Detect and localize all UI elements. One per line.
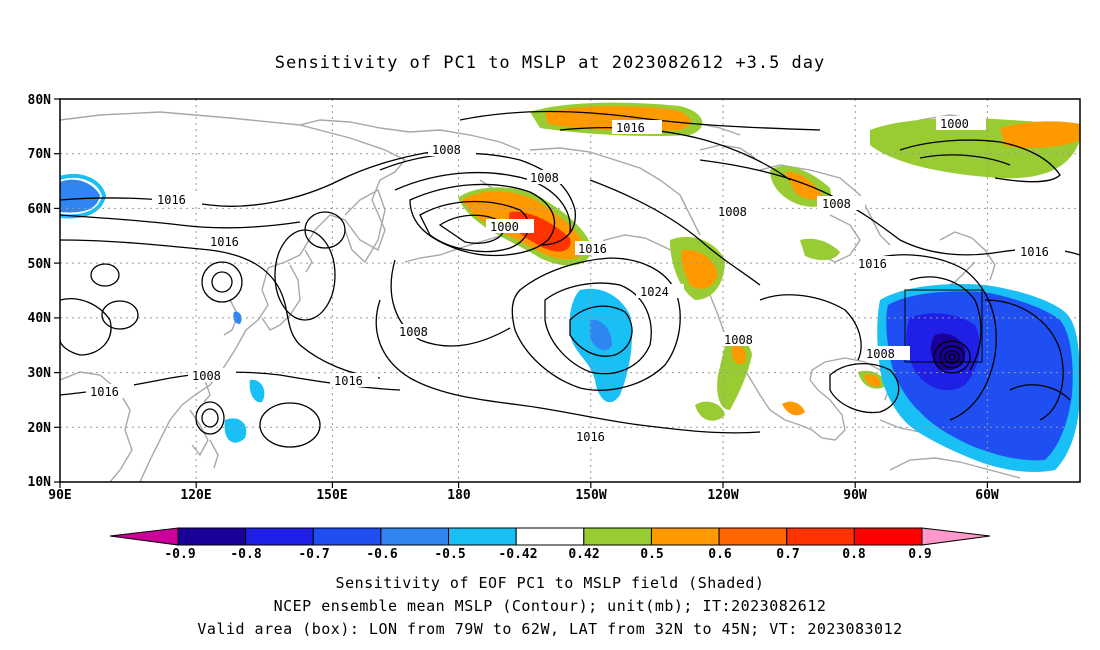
- shade-cyan-asia2: [224, 418, 247, 443]
- colorbar-cell: [380, 527, 450, 546]
- lat-tick-label: 30N: [28, 366, 52, 381]
- colorbar-label: 0.9: [908, 547, 931, 562]
- lon-tick-label: 150W: [575, 488, 606, 503]
- contour-label: 1016: [210, 235, 239, 249]
- colorbar-cell: [448, 527, 517, 546]
- colorbar-label: 0.6: [708, 547, 732, 562]
- colorbar-label: 0.8: [842, 547, 866, 562]
- lat-tick-label: 50N: [28, 257, 52, 272]
- shade-orange-nw: [681, 249, 718, 289]
- tick-marks: [54, 98, 989, 488]
- shade-green-rockies: [800, 238, 840, 261]
- contour-labels: 1016 1008 1008 1000 1016 1000 1016 1016 …: [86, 116, 1065, 444]
- caption-line-1: Sensitivity of EOF PC1 to MSLP field (Sh…: [336, 574, 765, 592]
- shade-orange-canada: [785, 171, 822, 200]
- colorbar-cell: [786, 527, 855, 546]
- contour-label: 1008: [822, 197, 851, 211]
- colorbar-cell: [245, 527, 314, 546]
- shade-blue-subtrop: [590, 319, 612, 351]
- colorbar-label: 0.5: [640, 547, 663, 562]
- lat-axis: 80N 70N 60N 50N 40N 30N 20N 10N: [28, 93, 52, 490]
- contour-label: 1016: [1020, 245, 1049, 259]
- shade-orange-fl: [864, 374, 881, 387]
- contour-label: 1008: [530, 171, 559, 185]
- lat-tick-label: 10N: [28, 475, 52, 490]
- contour-label: 1008: [399, 325, 428, 339]
- colorbar-cell: [312, 527, 382, 546]
- colorbar-label: 0.7: [776, 547, 799, 562]
- contour-label: 1016: [157, 193, 186, 207]
- lat-tick-label: 80N: [28, 93, 52, 108]
- lon-tick-label: 90E: [48, 488, 71, 503]
- colorbar-label: -0.5: [434, 547, 465, 562]
- shade-cyan-asia1: [249, 379, 265, 403]
- shade-blue-west: [60, 179, 100, 213]
- contour-label: 1016: [858, 257, 887, 271]
- lat-tick-label: 70N: [28, 147, 52, 162]
- contour-label: 1000: [490, 220, 519, 234]
- valid-area-box: [904, 289, 983, 363]
- colorbar-cell: [177, 527, 247, 546]
- lat-tick-label: 60N: [28, 202, 52, 217]
- contour-label: 1008: [192, 369, 221, 383]
- shade-orange-greenland: [1000, 121, 1080, 148]
- lon-tick-label: 180: [447, 488, 471, 503]
- colorbar-cells: [177, 527, 923, 546]
- caption-line-3: Valid area (box): LON from 79W to 62W, L…: [197, 620, 902, 638]
- colorbar-labels: -0.9 -0.8 -0.7 -0.6 -0.5 -0.42 0.42 0.5 …: [164, 547, 931, 562]
- colorbar-label: -0.8: [230, 547, 261, 562]
- lon-axis: 90E 120E 150E 180 150W 120W 90W 60W: [48, 488, 999, 503]
- shade-orange-gulf: [782, 401, 805, 416]
- colorbar-low-extend: [109, 527, 179, 546]
- contour-label: 1016: [616, 121, 645, 135]
- map-title: Sensitivity of PC1 to MSLP at 2023082612…: [275, 53, 826, 73]
- contour-label: 1008: [866, 347, 895, 361]
- contour-label: 1008: [724, 333, 753, 347]
- contour-label: 1008: [718, 205, 747, 219]
- caption: Sensitivity of EOF PC1 to MSLP field (Sh…: [197, 574, 902, 638]
- colorbar-cell: [650, 527, 720, 546]
- colorbar-high-extend: [921, 527, 991, 546]
- lon-tick-label: 90W: [843, 488, 867, 503]
- contour-label: 1000: [940, 117, 969, 131]
- lon-tick-label: 150E: [316, 488, 347, 503]
- map-frame: [59, 98, 1081, 483]
- colorbar-cell: [515, 527, 585, 546]
- colorbar-label: 0.42: [568, 547, 599, 562]
- lon-tick-label: 120E: [180, 488, 211, 503]
- colorbar-label: -0.42: [498, 547, 537, 562]
- contour-label: 1008: [432, 143, 461, 157]
- lon-tick-label: 120W: [707, 488, 738, 503]
- colorbar-cell: [853, 527, 923, 546]
- contour-label: 1016: [334, 374, 363, 388]
- lat-tick-label: 20N: [28, 421, 52, 436]
- colorbar-label: -0.6: [366, 547, 397, 562]
- colorbar-cell: [718, 527, 788, 546]
- lat-tick-label: 40N: [28, 311, 52, 326]
- colorbar-label: -0.9: [164, 547, 195, 562]
- contour-label: 1016: [90, 385, 119, 399]
- map-panel: 1016 1008 1008 1000 1016 1000 1016 1016 …: [28, 93, 1081, 503]
- contour-label: 1016: [578, 242, 607, 256]
- contour-label: 1016: [576, 430, 605, 444]
- shade-green-sw: [695, 401, 725, 421]
- caption-line-2: NCEP ensemble mean MSLP (Contour); unit(…: [274, 597, 827, 615]
- shade-orange-mid: [731, 344, 746, 365]
- contour-label: 1024: [640, 285, 669, 299]
- lon-tick-label: 60W: [975, 488, 999, 503]
- colorbar-cell: [583, 527, 652, 546]
- colorbar: -0.9 -0.8 -0.7 -0.6 -0.5 -0.42 0.42 0.5 …: [109, 527, 991, 562]
- colorbar-label: -0.7: [298, 547, 329, 562]
- shade-blue-asia: [233, 311, 242, 324]
